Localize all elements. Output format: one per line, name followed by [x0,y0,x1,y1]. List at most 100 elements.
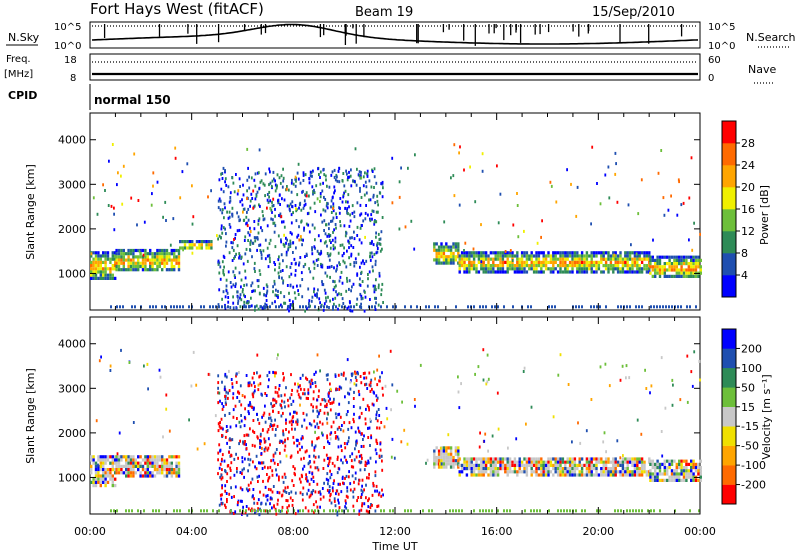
echo-cell [460,264,464,268]
scatter-cell [319,239,322,243]
scatter-cell [113,228,116,232]
echo-cell [437,465,441,469]
scatter-cell [381,488,383,492]
ground-cell [173,305,175,309]
scatter-cell [312,397,315,401]
scatter-cell [253,501,256,505]
scatter-cell [229,199,232,203]
ground-cell [179,509,181,513]
echo-cell [149,268,152,272]
scatter-cell [483,439,486,443]
scatter-cell [272,197,275,201]
echo-cell [482,260,485,264]
scatter-cell [151,192,153,196]
scatter-cell [370,434,372,438]
scatter-cell [376,247,379,250]
echo-cell [445,255,448,259]
echo-cell [578,267,581,271]
echo-cell [535,251,538,255]
echo-cell [513,264,517,268]
scatter-cell [380,182,383,186]
scatter-cell [277,463,279,466]
scatter-cell [316,353,319,357]
scatter-cell [352,397,355,400]
scatter-cell [294,262,297,266]
scatter-cell [338,180,341,184]
scatter-cell [320,262,322,266]
scatter-cell [270,208,273,212]
echo-cell [697,462,700,466]
echo-cell [663,271,666,275]
nsearch-tick-bottom: 10^0 [708,41,735,52]
echo-cell [631,260,634,264]
scatter-cell [314,466,317,470]
echo-cell [654,475,657,479]
ground-cell [581,305,583,309]
colorbar-segment [722,143,736,166]
ground-cell [410,509,412,513]
echo-cell [111,458,114,462]
scatter-cell [698,359,701,363]
echo-cell [525,457,529,461]
scatter-cell [225,289,228,293]
scatter-cell [221,434,223,437]
scatter-cell [354,447,356,451]
scatter-cell [353,230,355,234]
echo-cell [458,473,461,477]
scatter-cell [240,414,242,417]
scatter-cell [677,178,680,182]
scatter-cell [312,260,315,264]
echo-cell [102,477,105,481]
scatter-cell [614,172,617,176]
scatter-cell [191,251,194,255]
scatter-cell [313,446,316,450]
scatter-cell [221,468,223,472]
scatter-cell [372,193,375,197]
echo-cell [687,271,690,275]
scatter-cell [239,218,241,222]
scatter-cell [192,215,195,219]
scatter-cell [286,499,289,503]
echo-cell [117,252,121,256]
scatter-cell [220,497,223,501]
echo-cell [114,468,117,472]
scatter-cell [256,371,258,375]
echo-cell [111,468,114,472]
scatter-cell [314,425,317,429]
scatter-cell [316,398,319,402]
scatter-cell [254,444,256,448]
scatter-cell [279,291,282,295]
echo-cell [690,475,693,479]
scatter-cell [657,171,660,175]
scatter-cell [263,411,266,415]
scatter-cell [253,204,256,208]
scatter-cell [237,189,240,193]
echo-cell [535,463,538,467]
echo-cell [168,258,171,262]
colorbar-tick-label: 16 [741,203,755,216]
scatter-cell [220,417,223,421]
echo-cell [685,475,688,479]
scatter-cell [337,498,339,502]
scatter-cell [271,200,273,204]
scatter-cell [358,429,360,433]
scatter-cell [272,170,275,174]
ground-cell [479,305,481,309]
echo-cell [111,461,114,465]
scatter-cell [267,466,269,470]
scatter-cell [369,506,372,510]
echo-cell [621,260,625,264]
echo-cell [109,474,112,478]
echo-cell [537,254,541,258]
echo-cell [151,458,154,462]
scatter-cell [243,283,245,287]
ground-cell [164,305,166,309]
scatter-cell [323,288,326,292]
echo-cell [153,474,157,478]
echo-cell [106,251,110,255]
echo-cell [122,268,125,272]
scatter-cell [307,509,310,513]
scatter-cell [317,234,320,238]
ground-cell [257,509,259,513]
echo-cell [153,468,157,472]
